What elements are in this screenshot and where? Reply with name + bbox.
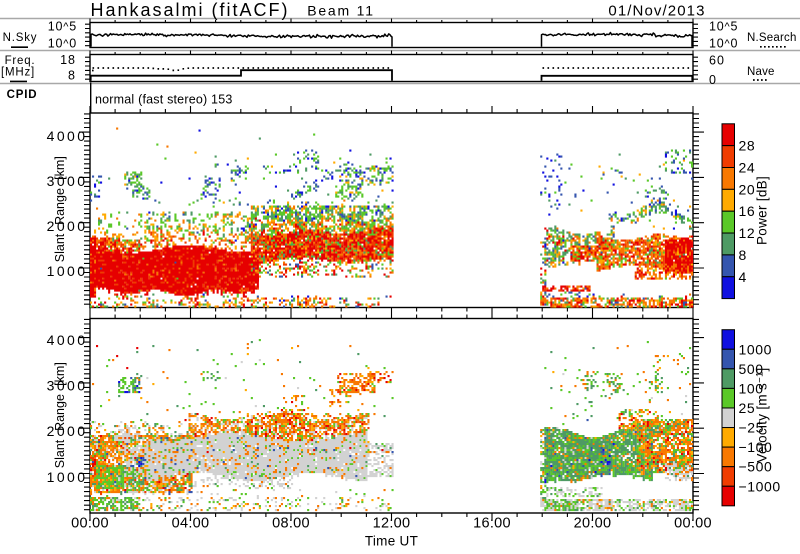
svg-text:18: 18 — [60, 53, 76, 67]
svg-text:16:00: 16:00 — [473, 516, 511, 532]
svg-text:Range: Range — [53, 394, 67, 431]
svg-text:−500: −500 — [739, 459, 773, 475]
svg-text:60: 60 — [709, 54, 725, 68]
svg-text:10^5: 10^5 — [709, 20, 738, 34]
svg-text:Velocity [m s−1]: Velocity [m s−1] — [755, 367, 770, 462]
svg-text:1000: 1000 — [47, 263, 88, 279]
svg-text:Hankasalmi (fitACF): Hankasalmi (fitACF) — [90, 0, 289, 20]
svg-text:[km]: [km] — [53, 156, 67, 180]
svg-text:Range: Range — [53, 188, 67, 225]
svg-text:25: 25 — [739, 400, 756, 416]
svg-text:−1000: −1000 — [739, 478, 781, 494]
svg-text:4: 4 — [739, 269, 747, 285]
svg-text:20: 20 — [739, 181, 756, 197]
svg-text:2000: 2000 — [47, 423, 88, 439]
svg-text:Slant: Slant — [53, 233, 67, 262]
svg-text:01/Nov/2013: 01/Nov/2013 — [608, 3, 705, 20]
svg-text:00:00: 00:00 — [674, 516, 712, 532]
svg-text:N.Search: N.Search — [747, 32, 797, 44]
svg-text:08:00: 08:00 — [272, 516, 310, 532]
svg-text:4000: 4000 — [47, 128, 88, 144]
svg-text:500: 500 — [739, 361, 764, 377]
svg-text:100: 100 — [739, 380, 764, 396]
svg-text:8: 8 — [68, 69, 76, 83]
svg-text:12: 12 — [739, 225, 756, 241]
svg-text:Time UT: Time UT — [365, 534, 418, 549]
svg-text:2000: 2000 — [47, 218, 88, 234]
svg-text:4000: 4000 — [47, 332, 88, 348]
svg-text:[MHz]: [MHz] — [1, 67, 35, 79]
svg-text:Power [dB]: Power [dB] — [755, 176, 770, 245]
svg-text:Nave: Nave — [747, 66, 775, 78]
svg-text:10^0: 10^0 — [709, 37, 738, 51]
svg-text:8: 8 — [739, 247, 747, 263]
svg-text:10^5: 10^5 — [48, 20, 77, 34]
svg-text:CPID: CPID — [7, 89, 38, 101]
svg-text:0: 0 — [709, 73, 717, 87]
svg-text:3000: 3000 — [47, 377, 88, 393]
svg-text:3000: 3000 — [47, 173, 88, 189]
svg-text:12:00: 12:00 — [373, 516, 411, 532]
svg-text:00:00: 00:00 — [71, 516, 109, 532]
svg-text:20:00: 20:00 — [574, 516, 612, 532]
svg-text:normal (fast stereo) 153: normal (fast stereo) 153 — [95, 93, 233, 107]
svg-text:Freq.: Freq. — [5, 55, 36, 67]
svg-text:−100: −100 — [739, 439, 773, 455]
svg-text:24: 24 — [739, 160, 756, 176]
svg-text:10^0: 10^0 — [48, 37, 77, 51]
svg-text:Beam 11: Beam 11 — [307, 3, 375, 19]
svg-text:Slant: Slant — [53, 439, 67, 468]
svg-text:[km]: [km] — [53, 362, 67, 386]
svg-text:04:00: 04:00 — [172, 516, 210, 532]
svg-text:−25: −25 — [739, 420, 765, 436]
svg-text:N.Sky: N.Sky — [3, 32, 38, 44]
svg-text:28: 28 — [739, 138, 756, 154]
svg-text:16: 16 — [739, 203, 756, 219]
svg-text:1000: 1000 — [47, 469, 88, 485]
svg-text:1000: 1000 — [739, 341, 773, 357]
